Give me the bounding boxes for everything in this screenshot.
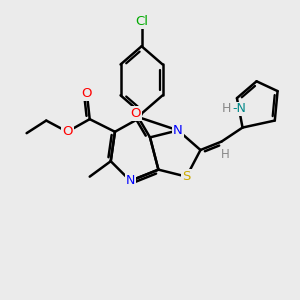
Text: S: S (182, 170, 190, 183)
Text: N: N (126, 174, 135, 187)
Text: N: N (173, 124, 183, 137)
Text: O: O (82, 87, 92, 101)
Text: Cl: Cl (135, 14, 148, 28)
Text: O: O (62, 125, 73, 138)
Text: O: O (131, 107, 141, 120)
Text: H: H (221, 148, 230, 161)
Text: -N: -N (233, 102, 247, 115)
Text: H: H (222, 102, 231, 115)
